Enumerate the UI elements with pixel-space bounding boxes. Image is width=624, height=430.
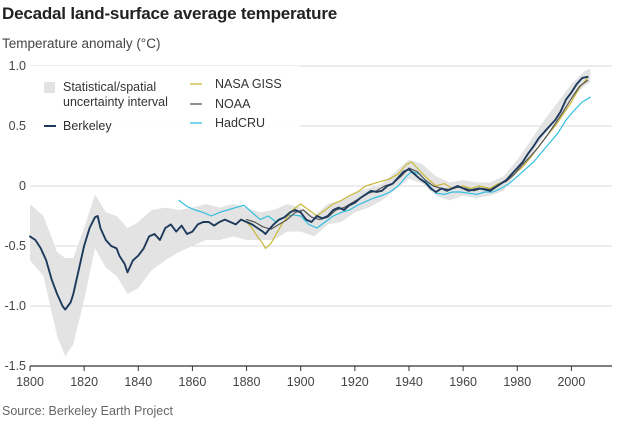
x-tick-label: 2000 xyxy=(557,375,585,389)
x-tick-label: 1820 xyxy=(70,375,98,389)
x-tick-label: 1960 xyxy=(449,375,477,389)
x-tick-label: 1860 xyxy=(179,375,207,389)
x-tick-label: 1980 xyxy=(503,375,531,389)
y-tick-label: 1.0 xyxy=(9,59,26,73)
legend-background xyxy=(28,66,300,144)
x-tick-label: 1800 xyxy=(16,375,44,389)
legend: Statistical/spatial uncertainty interval… xyxy=(28,66,300,144)
x-tick-label: 1940 xyxy=(395,375,423,389)
legend-nasa-label: NASA GISS xyxy=(215,77,282,91)
y-axis-label: Temperature anomaly (°C) xyxy=(2,36,161,51)
series-line-berkeley xyxy=(29,75,589,311)
series-line-noaa xyxy=(246,79,589,230)
legend-uncertainty-line-1: Statistical/spatial xyxy=(63,80,156,94)
legend-uncertainty-swatch xyxy=(44,82,55,93)
x-tick-label: 1880 xyxy=(233,375,261,389)
axis-layer: 1800 1820 1840 1860 1880 1900 1920 1940 1960 1980… xyxy=(16,365,612,389)
series-line-hadcru xyxy=(178,96,591,229)
legend-berkeley-label: Berkeley xyxy=(63,119,112,133)
y-tick-label: 0.5 xyxy=(9,119,26,133)
y-tick-label: 0 xyxy=(19,179,26,193)
y-tick-label: -1.5 xyxy=(4,359,26,373)
legend-uncertainty-line-2: uncertainty interval xyxy=(63,95,168,109)
y-tick-label: -1.0 xyxy=(4,299,26,313)
series-layer xyxy=(29,75,591,311)
x-tick-label: 1900 xyxy=(287,375,315,389)
y-tick-label: -0.5 xyxy=(4,239,26,253)
legend-noaa-label: NOAA xyxy=(215,97,251,111)
chart-title: Decadal land-surface average temperature xyxy=(2,4,337,23)
legend-hadcru-label: HadCRU xyxy=(215,116,265,130)
source-note: Source: Berkeley Earth Project xyxy=(2,404,173,418)
x-tick-label: 1840 xyxy=(124,375,152,389)
x-tick-label: 1920 xyxy=(341,375,369,389)
